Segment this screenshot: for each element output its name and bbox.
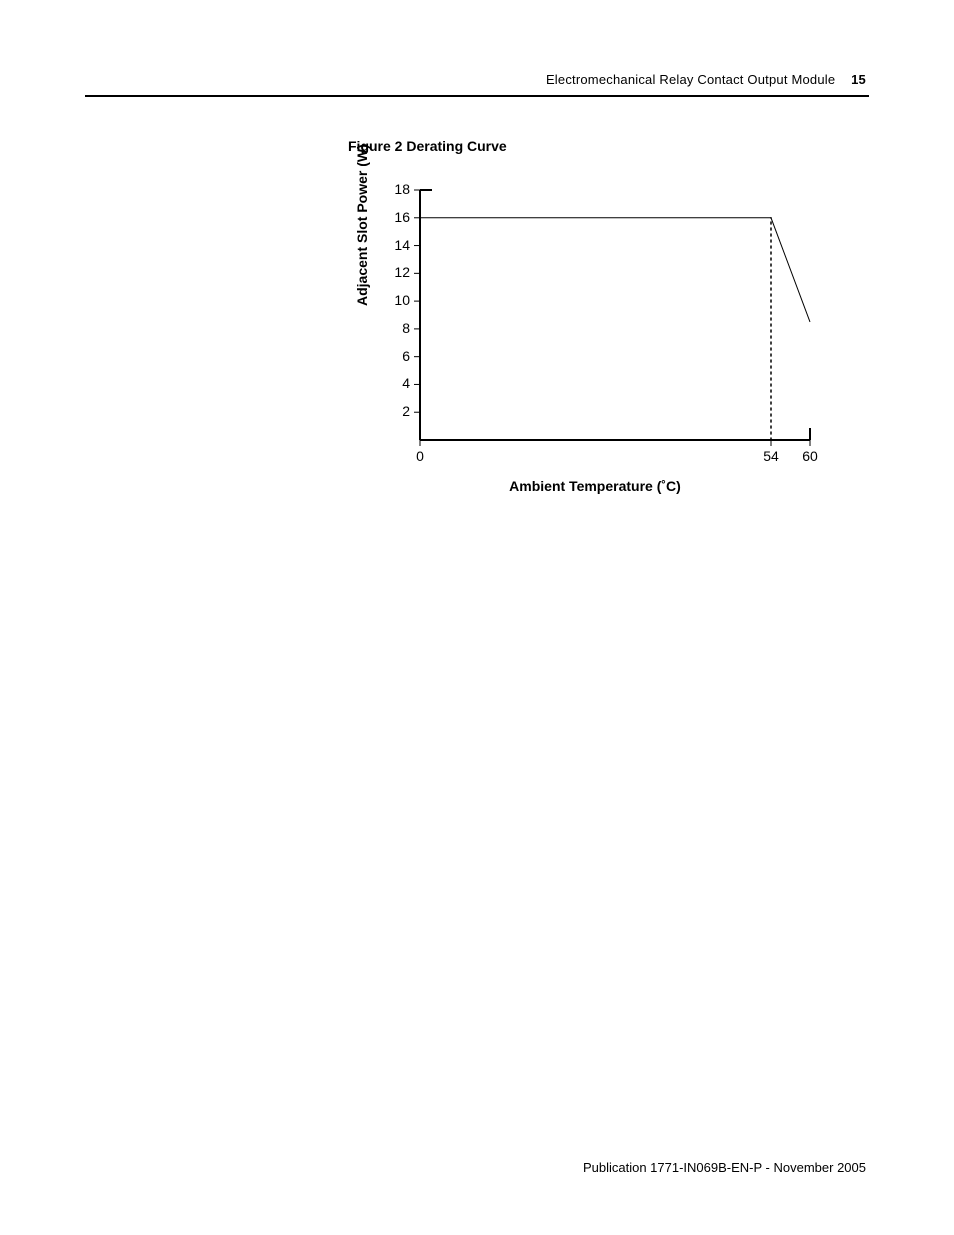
x-tick: 0 [405,448,435,464]
x-axis-label: Ambient Temperature (˚C) [360,478,830,494]
y-tick: 4 [380,375,410,391]
figure-caption: Figure 2 Derating Curve [348,138,507,154]
chart-svg [360,180,830,470]
x-tick: 54 [756,448,786,464]
y-tick: 12 [380,264,410,280]
y-tick: 14 [380,237,410,253]
y-tick: 2 [380,403,410,419]
y-tick: 10 [380,292,410,308]
header-title: Electromechanical Relay Contact Output M… [546,72,835,87]
y-tick: 18 [380,181,410,197]
derating-chart: Adjacent Slot Power (W) 24681012141618 0… [360,180,830,500]
x-tick: 60 [795,448,825,464]
running-header: Electromechanical Relay Contact Output M… [546,72,866,87]
publication-footer: Publication 1771-IN069B-EN-P - November … [583,1160,866,1175]
page: Electromechanical Relay Contact Output M… [0,0,954,1235]
y-axis-label: Adjacent Slot Power (W) [354,144,370,306]
page-number: 15 [851,72,866,87]
y-tick: 6 [380,348,410,364]
header-rule [85,95,869,97]
y-tick: 8 [380,320,410,336]
y-tick: 16 [380,209,410,225]
